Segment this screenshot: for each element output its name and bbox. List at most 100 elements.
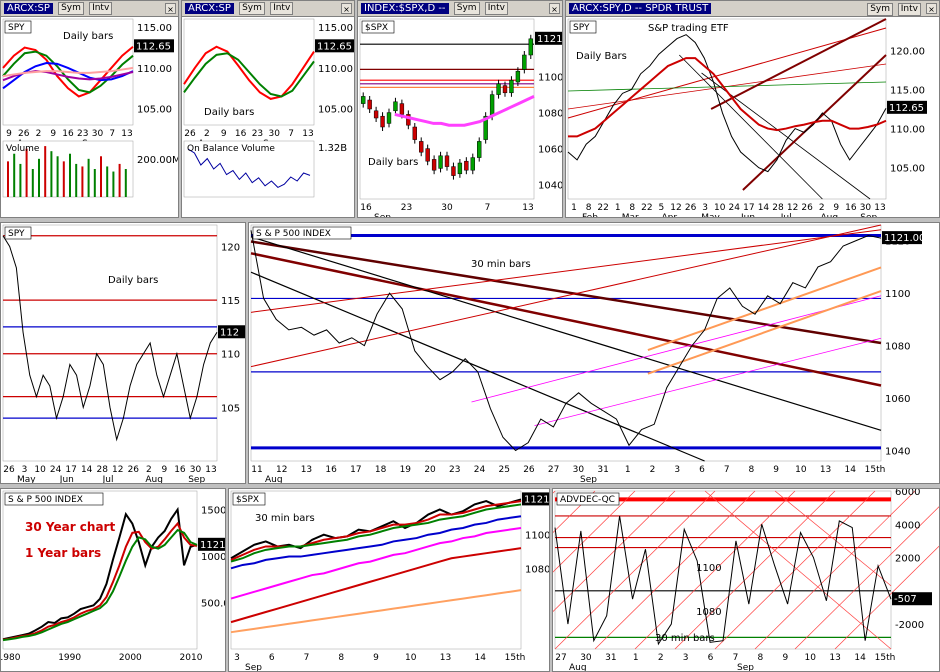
x-group-label: Sep (245, 663, 262, 671)
candle (393, 101, 398, 112)
x-tick-label: 30 (269, 129, 281, 139)
y-tick-label: 120.00 (890, 46, 925, 57)
x-tick-label: 23 (401, 203, 412, 213)
x-tick-label: 23 (77, 129, 88, 139)
close-icon[interactable]: × (926, 3, 937, 14)
window-titlebar[interactable]: ARCX:SP Sym Intv × (1, 1, 178, 17)
last-value-label: 1121 (200, 540, 225, 551)
y-tick-label: 1000 (201, 552, 225, 563)
window-title: ARCX:SP (185, 3, 234, 14)
series-line (567, 34, 887, 173)
sym-button[interactable]: Sym (239, 1, 265, 15)
series-line (183, 52, 315, 98)
volume-tick: 200.00M (137, 155, 178, 166)
series-line (2, 528, 198, 642)
chart-sp500-30min: 112011001080106010401121.001112131617181… (250, 224, 925, 483)
volume-bar (38, 158, 40, 197)
x-group-label: Apr (662, 213, 678, 217)
trend-line (567, 27, 887, 119)
last-value-box (535, 31, 562, 45)
y-tick-label: 1080 (538, 109, 562, 120)
candle (451, 166, 456, 176)
x-tick-label: 12 (787, 203, 798, 213)
x-tick-label: 3 (22, 465, 28, 475)
x-group-label: Jul (102, 475, 114, 483)
x-tick-label: 13 (829, 653, 840, 663)
close-icon[interactable]: × (341, 3, 352, 14)
volume-bar (44, 146, 47, 197)
window-titlebar[interactable]: INDEX:$SPX,D -- Sym Intv × (358, 1, 562, 17)
symbol-tag: SPY (8, 23, 25, 33)
y-tick-label: 115.00 (137, 23, 172, 34)
window-titlebar[interactable]: ARCX:SPY,D -- SPDR TRUST Sym Intv × (566, 1, 939, 17)
candle (528, 38, 533, 56)
interval-button[interactable]: Intv (270, 1, 294, 15)
chart-label: Daily Bars (576, 51, 627, 62)
interval-button[interactable]: Intv (484, 1, 508, 15)
y-tick-label: 110.00 (318, 64, 353, 75)
interval-button[interactable]: Intv (897, 3, 921, 16)
x-tick-label: 13 (522, 203, 533, 213)
chart-label: 30 min bars (255, 513, 315, 524)
y-tick-label: 115.00 (890, 85, 925, 96)
symbol-tag: $SPX (236, 495, 259, 505)
x-tick-label: 7 (724, 465, 730, 475)
x-tick-label: 16 (845, 203, 857, 213)
window-title: ARCX:SPY,D -- SPDR TRUST (569, 3, 712, 14)
chart-label: Daily bars (368, 157, 418, 168)
left-tick-label: 1100 (696, 563, 721, 574)
symbol-tag: ADVDEC-QC (560, 495, 615, 505)
x-tick-label: 9 (373, 653, 379, 663)
symbol-tag-box (4, 20, 32, 34)
x-tick-label: 26 (685, 203, 697, 213)
window-titlebar[interactable]: ARCX:SP Sym Intv × (182, 1, 354, 17)
close-icon[interactable]: × (165, 3, 176, 14)
x-tick-label: 9 (50, 129, 56, 139)
trend-line (634, 490, 796, 650)
series-line (568, 57, 887, 138)
trend-line (553, 490, 636, 573)
volume-panel (2, 140, 134, 198)
close-icon[interactable]: × (549, 3, 560, 14)
trend-line (710, 18, 887, 110)
chart-spy-daily-levels: 120 115 110 105 112 26 3 10 24 17 14 28 12 26 2 9 16 30 13… (2, 224, 245, 483)
trend-line (567, 81, 887, 92)
x-tick-label: 10 (405, 653, 417, 663)
chart-spy-daily-1: 115.00110.00105.00112.6592629162330713Au… (2, 18, 178, 198)
sym-button[interactable]: Sym (58, 1, 84, 15)
y-tick-label: 115 (221, 296, 240, 307)
volume-bar (13, 153, 16, 197)
chart-label: Daily bars (204, 107, 254, 118)
sym-button[interactable]: Sym (867, 3, 893, 16)
x-tick-label: 7 (485, 203, 491, 213)
candle (515, 70, 521, 83)
last-value-label: 1121.00 (884, 233, 925, 244)
trend-line (250, 236, 882, 431)
candle (477, 141, 482, 158)
sym-button[interactable]: Sym (453, 1, 480, 15)
candle (522, 54, 527, 70)
x-tick-label: 17 (65, 465, 76, 475)
y-tick-label: 105.00 (318, 105, 353, 116)
y-tick-label: -2000 (895, 620, 924, 631)
volume-bar (75, 163, 78, 197)
candle (361, 96, 366, 104)
series-line (2, 235, 218, 442)
chart-label: 30 Year chart (25, 520, 115, 534)
y-tick-label: 1100 (538, 73, 562, 84)
x-tick-label: 19 (400, 465, 412, 475)
chart-sublabel: 1 Year bars (25, 546, 101, 560)
symbol-tag-box (556, 492, 620, 506)
candle (457, 162, 463, 175)
symbol-tag-box (569, 20, 597, 34)
symbol-tag-box (232, 492, 266, 506)
moving-average-line (394, 95, 535, 127)
y-tick-label: 500.0 (201, 599, 225, 610)
window-spy-mid: 120 115 110 105 112 26 3 10 24 17 14 28 12 26 2 9 16 30 13… (0, 222, 246, 484)
interval-button[interactable]: Intv (89, 1, 113, 15)
x-tick-label: 27 (555, 653, 566, 663)
last-value-box (522, 492, 549, 506)
series-line (183, 45, 315, 100)
x-group-label: Sep (580, 475, 597, 483)
